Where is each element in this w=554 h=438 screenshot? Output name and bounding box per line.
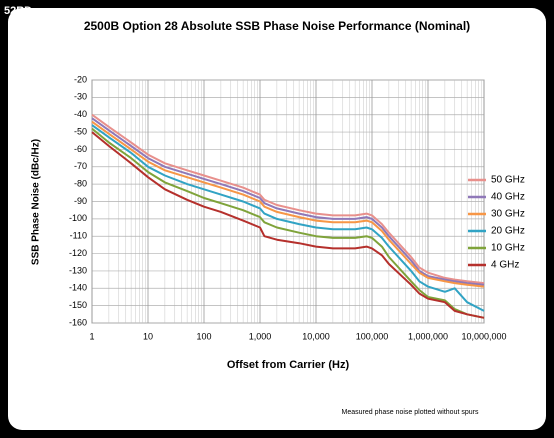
legend-label: 30 GHz — [491, 209, 525, 220]
y-tick-label: -60 — [74, 144, 87, 154]
legend-label: 10 GHz — [491, 243, 525, 254]
annotation: Measured phase noise plotted without spu… — [342, 409, 479, 416]
y-tick-label: -30 — [74, 92, 87, 102]
y-tick-label: -20 — [74, 74, 87, 84]
chart-title: 2500B Option 28 Absolute SSB Phase Noise… — [84, 19, 470, 33]
y-tick-label: -110 — [70, 231, 87, 241]
legend-label: 4 GHz — [491, 260, 519, 271]
x-tick-label: 1 — [89, 331, 94, 341]
x-tick-label: 10,000,000 — [461, 331, 506, 341]
series-line — [91, 124, 485, 312]
y-tick-label: -160 — [69, 317, 87, 327]
y-tick-label: -40 — [74, 109, 87, 119]
series-line — [91, 127, 485, 319]
series-line — [91, 113, 485, 285]
series-line — [91, 120, 485, 288]
y-tick-label: -140 — [69, 283, 87, 293]
watermark: 52RD — [4, 5, 32, 17]
x-tick-label: 100 — [196, 331, 211, 341]
x-tick-label: 10 — [143, 331, 153, 341]
y-tick-label: -150 — [69, 300, 87, 310]
x-tick-label: 100,000 — [356, 331, 389, 341]
legend-label: 20 GHz — [491, 226, 525, 237]
y-tick-label: -130 — [69, 265, 87, 275]
series-line — [91, 131, 485, 319]
series-line — [91, 117, 485, 286]
y-axis-label: SSB Phase Noise (dBc/Hz) — [31, 139, 42, 265]
y-tick-label: -90 — [74, 196, 87, 206]
y-tick-label: -50 — [74, 126, 87, 136]
y-tick-label: -80 — [74, 179, 87, 189]
x-tick-label: 1,000,000 — [408, 331, 448, 341]
y-tick-label: -70 — [74, 161, 87, 171]
x-axis-label: Offset from Carrier (Hz) — [227, 359, 350, 371]
y-tick-label: -100 — [69, 213, 87, 223]
legend-label: 40 GHz — [491, 192, 525, 203]
y-tick-label: -120 — [69, 248, 87, 258]
x-tick-label: 1,000 — [249, 331, 272, 341]
legend-label: 50 GHz — [491, 175, 525, 186]
x-tick-label: 10,000 — [302, 331, 330, 341]
